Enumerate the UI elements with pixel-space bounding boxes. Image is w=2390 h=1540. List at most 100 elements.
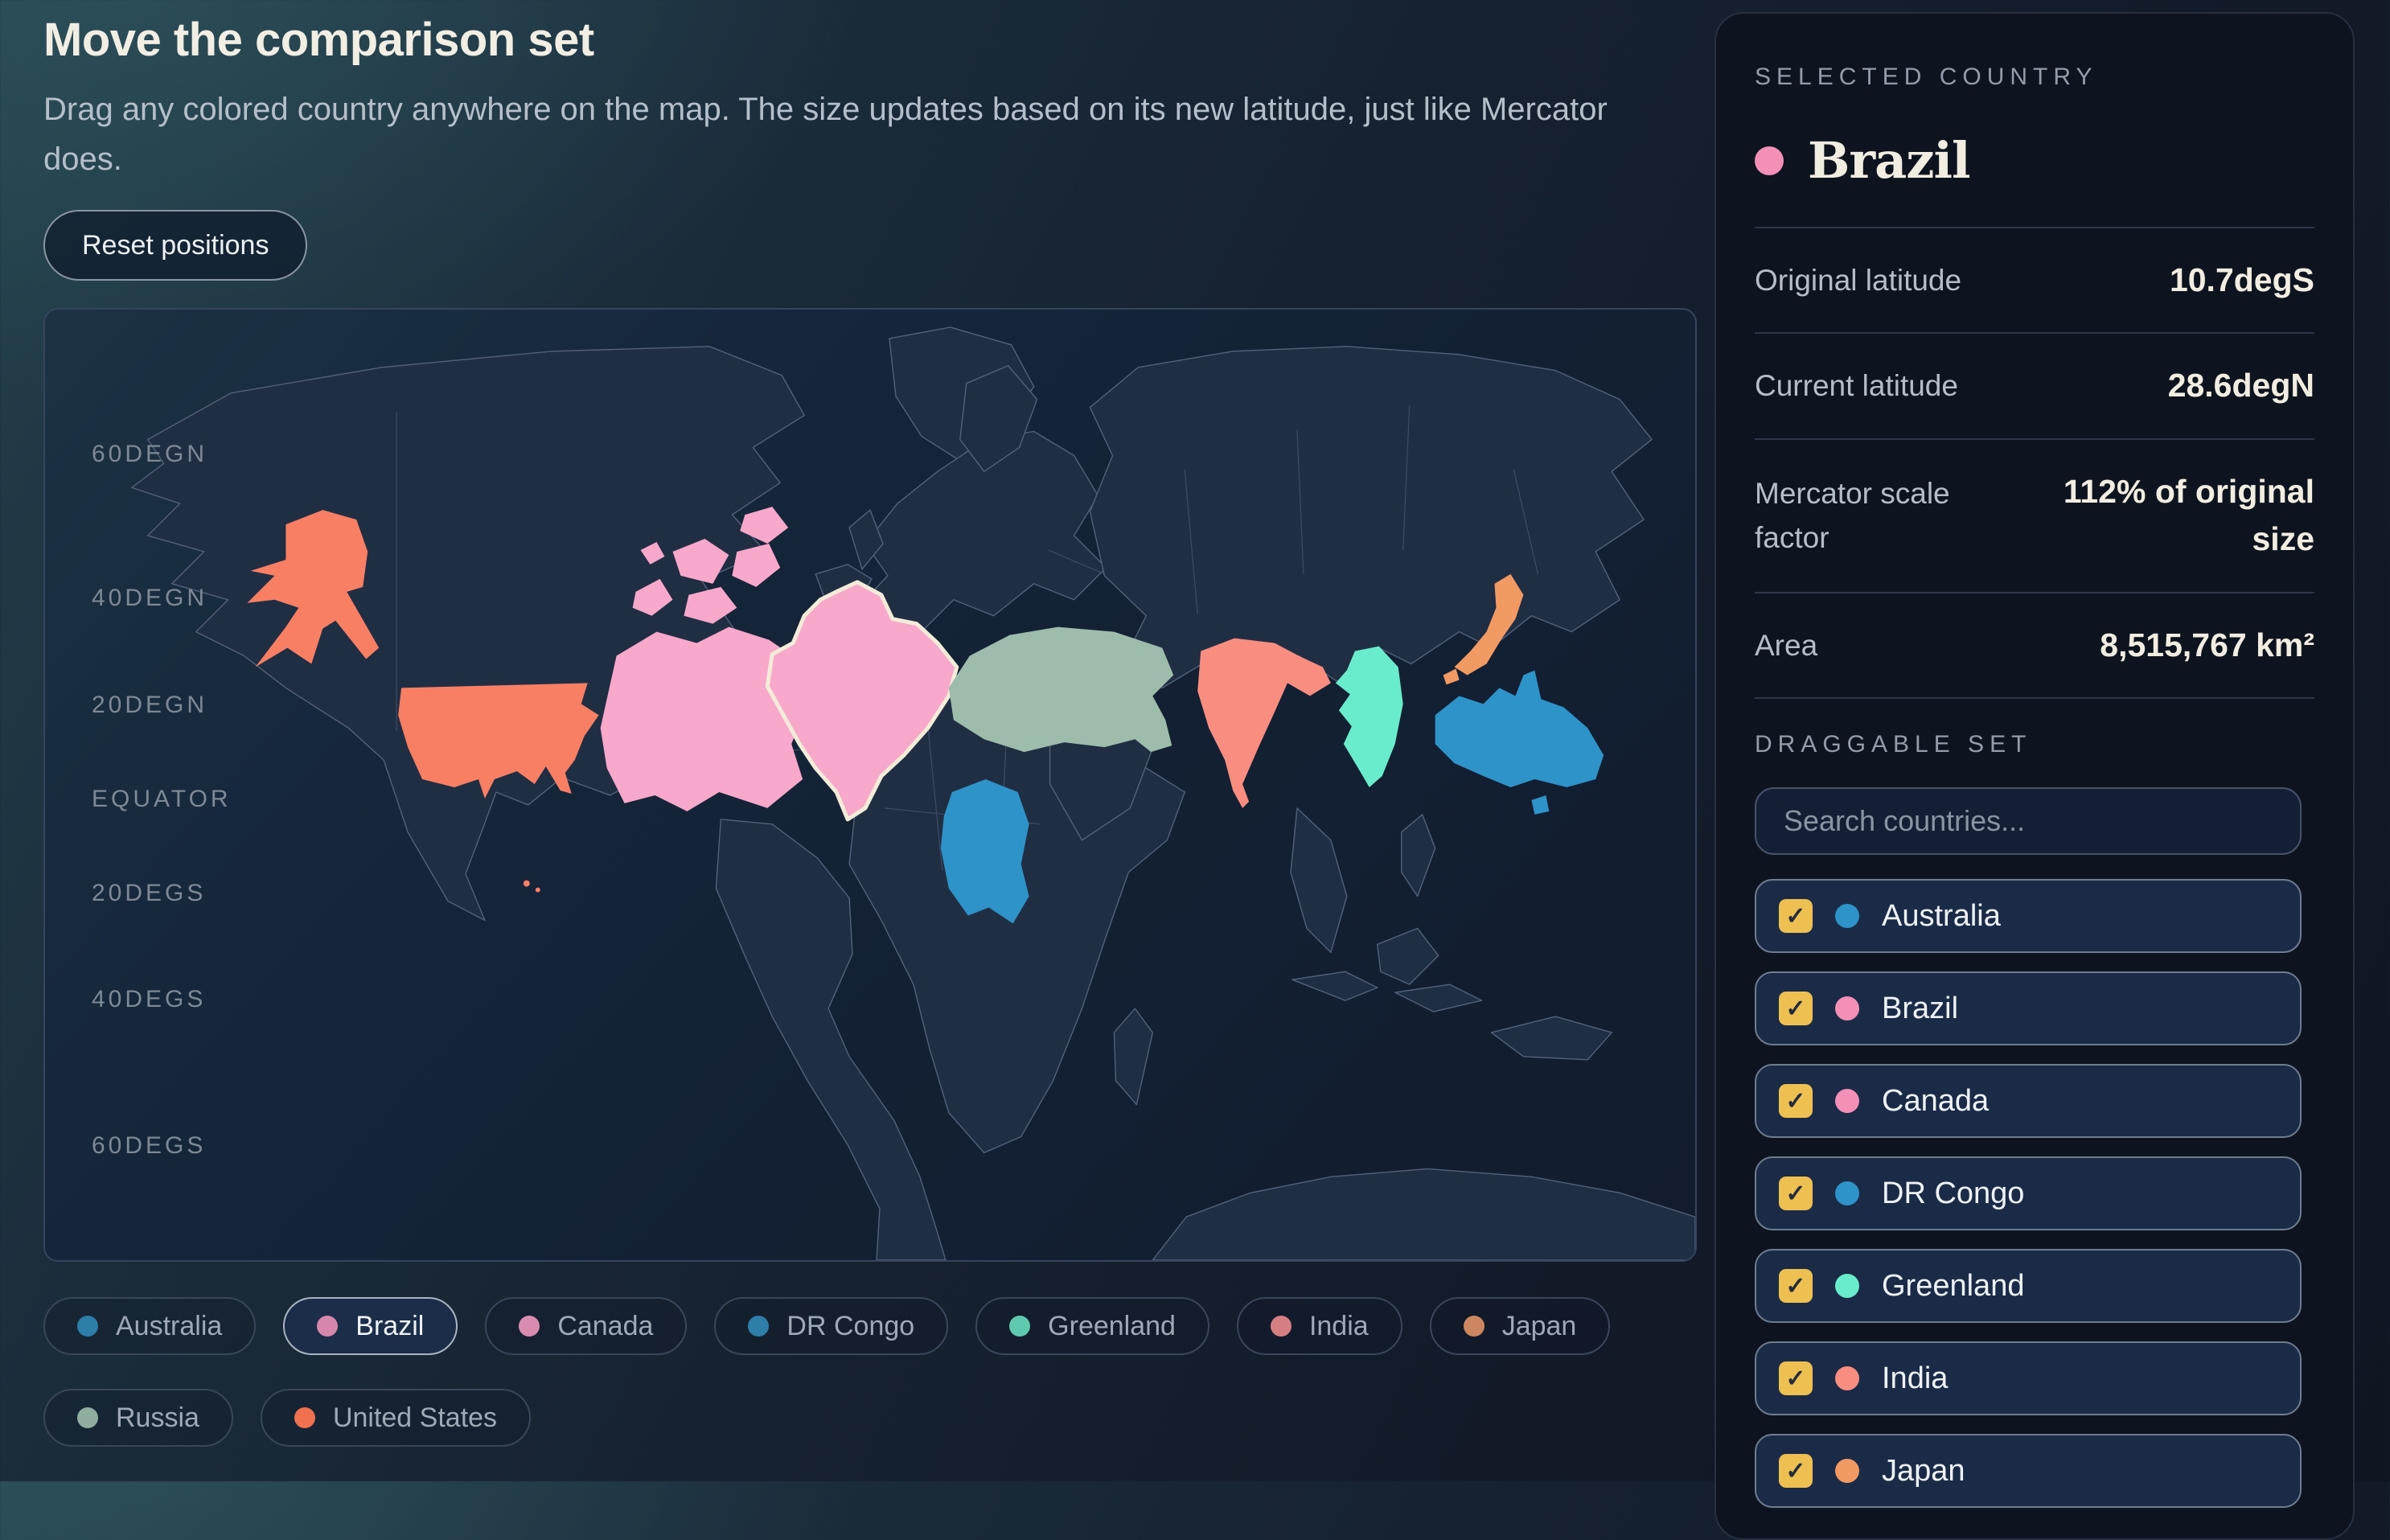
- map-country-united-states-hawaii[interactable]: [523, 880, 530, 887]
- check-glyph: ✓: [1785, 902, 1806, 930]
- checkbox-checked-icon[interactable]: ✓: [1779, 1454, 1813, 1489]
- check-glyph: ✓: [1785, 1365, 1806, 1392]
- map-country-brazil-selected[interactable]: [765, 580, 959, 822]
- legend-chip-japan[interactable]: Japan: [1429, 1297, 1611, 1355]
- legend-chip-united-states[interactable]: United States: [260, 1389, 532, 1447]
- legend-chip-label: Canada: [557, 1310, 654, 1341]
- world-map-canvas[interactable]: 60DEGN 40DEGN 20DEGN EQUATOR 20DEGS 40DE…: [43, 308, 1697, 1262]
- checkbox-checked-icon[interactable]: ✓: [1779, 1361, 1813, 1396]
- legend-chip-label: Greenland: [1048, 1310, 1176, 1341]
- map-country-united-states-hawaii2[interactable]: [535, 887, 540, 893]
- country-list-item-canada[interactable]: ✓ Canada: [1755, 1064, 2302, 1139]
- country-color-dot: [77, 1407, 98, 1428]
- country-item-label: DR Congo: [1882, 1176, 2025, 1210]
- legend-chip-russia[interactable]: Russia: [43, 1389, 233, 1447]
- legend-chip-label: Japan: [1501, 1310, 1577, 1341]
- landmass-antarctica: [1152, 1168, 1695, 1260]
- stat-value: 28.6degN: [2167, 367, 2314, 405]
- legend-chip-brazil[interactable]: Brazil: [283, 1297, 458, 1355]
- check-glyph: ✓: [1785, 1457, 1806, 1485]
- country-list-item-brazil[interactable]: ✓ Brazil: [1755, 971, 2302, 1046]
- country-list-item-greenland[interactable]: ✓ Greenland: [1755, 1249, 2302, 1324]
- country-color-dot: [1835, 1274, 1859, 1299]
- country-list-item-dr-congo[interactable]: ✓ DR Congo: [1755, 1156, 2302, 1231]
- country-item-label: Greenland: [1882, 1268, 2025, 1303]
- main-content: Move the comparison set Drag any colored…: [43, 0, 1697, 1447]
- country-list-item-australia[interactable]: ✓ Australia: [1755, 879, 2302, 954]
- landmass-philippines: [1401, 814, 1436, 897]
- map-country-canada[interactable]: [600, 507, 808, 811]
- checkbox-checked-icon[interactable]: ✓: [1779, 1177, 1813, 1211]
- legend-chip-greenland[interactable]: Greenland: [975, 1297, 1209, 1355]
- landmass-madagascar: [1113, 1008, 1154, 1106]
- stat-row-area: Area 8,515,767 km²: [1755, 593, 2314, 700]
- map-country-united-states[interactable]: [398, 683, 599, 799]
- map-country-japan[interactable]: [1443, 573, 1524, 685]
- legend-chip-label: Brazil: [355, 1310, 425, 1341]
- legend-chip-canada[interactable]: Canada: [485, 1297, 688, 1355]
- map-country-india[interactable]: [1197, 638, 1331, 808]
- legend-chip-label: Australia: [116, 1310, 223, 1341]
- country-list-item-japan[interactable]: ✓ Japan: [1755, 1434, 2302, 1509]
- landmass-indonesia-east: [1394, 984, 1483, 1012]
- sidebar-panel: SELECTED COUNTRY Brazil Original latitud…: [1714, 12, 2355, 1540]
- landmass-new-guinea: [1490, 1016, 1612, 1061]
- latitude-label-40s: 40DEGS: [92, 986, 207, 1012]
- country-item-label: India: [1882, 1361, 1949, 1395]
- country-color-dot: [1463, 1316, 1485, 1337]
- country-list: ✓ Australia ✓ Brazil ✓ Canada ✓ DR Congo…: [1755, 879, 2314, 1509]
- stat-value: 112% of original size: [2063, 472, 2314, 558]
- stat-value: 8,515,767 km²: [2100, 626, 2314, 663]
- legend-chip-label: United States: [332, 1402, 498, 1433]
- map-country-greenland[interactable]: [1335, 646, 1403, 787]
- landmass-asia: [1089, 346, 1653, 689]
- reset-positions-button[interactable]: Reset positions: [43, 210, 308, 281]
- landmass-united-kingdom: [848, 509, 884, 570]
- selected-country-color-dot: [1755, 146, 1784, 175]
- country-color-dot: [77, 1316, 98, 1337]
- country-color-dot: [1835, 1366, 1859, 1391]
- legend-chip-dr-congo[interactable]: DR Congo: [714, 1297, 949, 1355]
- landmass-indonesia-west: [1292, 971, 1378, 1001]
- latitude-label-20n: 20DEGN: [92, 692, 208, 718]
- legend-row-2: Russia United States: [43, 1389, 1697, 1447]
- country-list-item-india[interactable]: ✓ India: [1755, 1341, 2302, 1416]
- legend-chip-australia[interactable]: Australia: [43, 1297, 257, 1355]
- landmass-scandinavia: [959, 365, 1038, 473]
- checkbox-checked-icon[interactable]: ✓: [1779, 899, 1813, 934]
- selected-country-name: Brazil: [1808, 131, 1971, 190]
- latitude-label-40n: 40DEGN: [92, 585, 208, 611]
- stat-label: Area: [1755, 628, 1818, 662]
- country-color-dot: [519, 1316, 540, 1337]
- landmass-south-america: [715, 819, 947, 1260]
- landmass-borneo: [1377, 927, 1439, 985]
- map-country-russia[interactable]: [948, 626, 1174, 753]
- check-glyph: ✓: [1785, 995, 1806, 1022]
- stat-value: 10.7degS: [2169, 261, 2314, 298]
- country-item-label: Japan: [1882, 1453, 1965, 1488]
- checkbox-checked-icon[interactable]: ✓: [1779, 1084, 1813, 1119]
- legend-chip-india[interactable]: India: [1236, 1297, 1402, 1355]
- selected-country-section-label: SELECTED COUNTRY: [1755, 64, 2098, 90]
- map-country-dr-congo[interactable]: [940, 779, 1029, 924]
- check-glyph: ✓: [1785, 1272, 1806, 1300]
- search-input[interactable]: [1755, 787, 2302, 856]
- map-country-united-states-alaska[interactable]: [247, 510, 380, 667]
- page-subtitle: Drag any colored country anywhere on the…: [43, 92, 1608, 177]
- legend-chip-label: India: [1308, 1310, 1369, 1341]
- stat-label: Mercator scale factor: [1755, 476, 1950, 555]
- selected-country-row: Brazil: [1755, 131, 2314, 190]
- checkbox-checked-icon[interactable]: ✓: [1779, 992, 1813, 1026]
- draggable-set-section-label: DRAGGABLE SET: [1755, 731, 2032, 758]
- country-item-label: Brazil: [1882, 991, 1959, 1025]
- legend-row-1: Australia Brazil Canada DR Congo Greenla…: [43, 1297, 1697, 1355]
- checkbox-checked-icon[interactable]: ✓: [1779, 1269, 1813, 1304]
- country-color-dot: [294, 1407, 315, 1428]
- legend-chip-label: DR Congo: [786, 1310, 915, 1341]
- stat-row-original-latitude: Original latitude 10.7degS: [1755, 228, 2314, 335]
- map-country-australia[interactable]: [1435, 670, 1604, 815]
- country-color-dot: [748, 1316, 770, 1337]
- landmass-north-america: [131, 346, 805, 922]
- stat-label: Original latitude: [1755, 263, 1962, 297]
- latitude-label-equator: EQUATOR: [92, 786, 232, 812]
